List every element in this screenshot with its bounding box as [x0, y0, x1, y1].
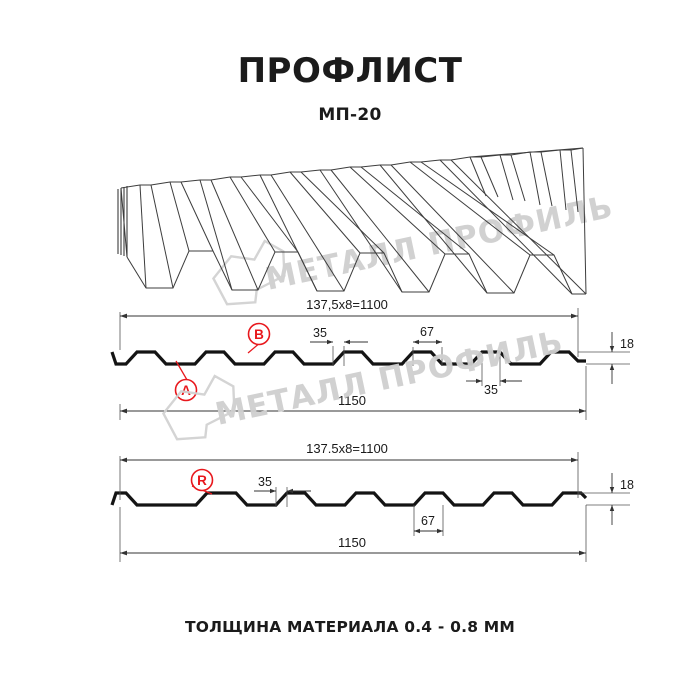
- dim-top-pitch: 137,5x8=1100: [120, 296, 578, 319]
- footer-block: ТОЛЩИНА МАТЕРИАЛА 0.4 - 0.8 ММ: [0, 618, 700, 636]
- dim-top-rib-left: 35: [310, 326, 368, 366]
- marker-b[interactable]: B: [247, 322, 271, 354]
- dim-top-flat-label: 67: [420, 325, 434, 339]
- dim-bottom-height: 18: [578, 473, 634, 525]
- marker-a[interactable]: A: [174, 360, 198, 402]
- marker-r-circle: [190, 468, 214, 492]
- page-subtitle: МП-20: [318, 105, 382, 125]
- dim-bottom-pitch-label: 137.5x8=1100: [306, 441, 388, 456]
- dim-top-total: 1150: [120, 392, 586, 414]
- dim-top-flat: 67: [412, 325, 443, 366]
- isometric-view: [117, 147, 587, 295]
- dim-top-rib-right: 35: [466, 352, 522, 397]
- marker-r-label: R: [197, 473, 207, 488]
- section-bottom: 137.5x8=1100 1150 35: [110, 440, 634, 562]
- watermark-text: МЕТАЛЛ ПРОФИЛЬ: [262, 189, 616, 298]
- marker-b-label: B: [254, 327, 264, 342]
- dim-bottom-flat: 67: [413, 505, 444, 536]
- dim-bottom-pitch: 137.5x8=1100: [120, 440, 578, 463]
- section-top: 137,5x8=1100 1150 35: [110, 296, 634, 420]
- dim-bottom-rib-left-label: 35: [258, 475, 272, 489]
- material-thickness-note: ТОЛЩИНА МАТЕРИАЛА 0.4 - 0.8 ММ: [184, 618, 516, 636]
- dim-bottom-rib-left: 35: [254, 475, 311, 507]
- title-block: ПРОФЛИСТ МП-20: [0, 54, 700, 125]
- watermark-logo-icon: [161, 374, 236, 441]
- marker-r[interactable]: R: [190, 468, 214, 495]
- page-title: ПРОФЛИСТ: [237, 51, 463, 91]
- marker-b-circle: [247, 322, 271, 346]
- dim-bottom-total: 1150: [120, 534, 586, 556]
- dim-top-rib-left-label: 35: [313, 326, 327, 340]
- dim-top-height: 18: [578, 332, 634, 384]
- dim-bottom-total-label: 1150: [338, 535, 366, 550]
- dim-top-pitch-label: 137,5x8=1100: [306, 297, 388, 312]
- dim-top-height-label: 18: [620, 337, 634, 351]
- dim-bottom-flat-label: 67: [421, 514, 435, 528]
- watermark-logo-icon: [211, 239, 286, 306]
- dim-bottom-height-label: 18: [620, 478, 634, 492]
- dim-top-rib-right-label: 35: [484, 383, 498, 397]
- section-bottom-profile: [110, 491, 588, 507]
- dim-top-total-label: 1150: [338, 393, 366, 408]
- marker-a-circle: [174, 378, 198, 402]
- marker-a-label: A: [181, 383, 191, 398]
